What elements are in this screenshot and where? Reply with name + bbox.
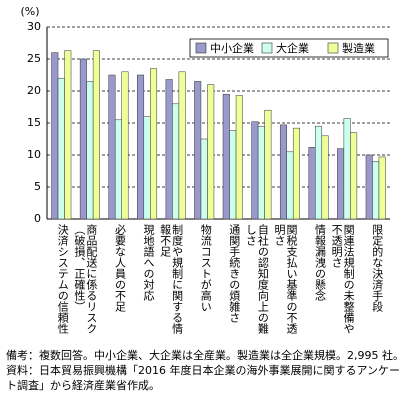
legend-label: 中小企業 [210,41,254,55]
bar [343,118,351,220]
y-tick-label: 5 [34,180,41,193]
y-tick-label: 30 [27,20,41,33]
bar [165,79,173,220]
note: 資料：日本貿易振興機構「2016 年度日本企業の海外事業展開に関するアンケート調… [6,364,401,392]
bar [292,127,300,220]
bar [308,147,316,220]
bar [57,77,65,220]
bar [229,130,237,220]
legend-box [189,38,389,58]
bar [222,93,230,220]
x-tick-label: 関連法規制の未整備や不透明さ [330,224,356,334]
bar [172,103,180,220]
x-tick-label: 情報漏洩の懸念 [313,224,327,301]
bar [121,71,129,220]
x-tick-label: 通関手続きの煩雑さ [227,224,241,323]
bar [321,135,329,220]
y-tick-label: 15 [27,116,41,129]
bar [51,52,59,220]
bar [365,154,373,220]
legend-label: 製造業 [342,41,375,55]
bar [257,125,265,220]
bar [150,68,158,220]
bar [378,156,386,220]
x-tick-label: 現地語への対応 [142,224,156,301]
bar [178,71,186,220]
bar [86,81,94,220]
bar [235,95,243,220]
y-tick-label: 25 [27,52,41,65]
bar [194,81,202,220]
bar [251,121,259,220]
y-tick-label: 10 [27,148,41,161]
x-tick-label: 商品配送に係るリスク（破損、正確性） [72,224,98,334]
bar [143,116,151,220]
x-tick-label: 関税支払い基準の不透明さ [272,224,298,334]
legend-swatch [327,42,339,54]
bar [64,50,72,220]
x-tick-label: 必要な人員の不足 [113,224,127,312]
bar [108,74,116,220]
bar [79,58,87,220]
x-tick-label: 物流コストが高い [199,224,213,312]
x-tick-label: 決済システムの信頼性 [56,224,70,334]
bar [207,84,215,220]
bar [279,124,287,220]
bar [337,148,345,220]
bar [264,109,272,220]
bar [372,161,380,220]
bar [315,125,323,220]
note: 備考：複数回答。中小企業、大企業は全産業。製造業は全企業規模。2,995 社。 [6,349,404,362]
legend-swatch [261,42,273,54]
y-tick-label: 0 [34,212,41,225]
x-tick-label: 自社の認知度向上の難しさ [244,224,270,334]
legend-label: 大企業 [276,41,309,55]
x-tick-label: 限定的な決済手段 [370,224,384,312]
bar [114,119,122,220]
bar [200,138,208,220]
y-axis-label: (%) [20,5,39,18]
bar [137,74,145,220]
bar [92,50,100,220]
y-tick-label: 20 [27,84,41,97]
legend-swatch [195,42,207,54]
x-tick-label: 制度や規制に関する情報不足 [158,224,184,334]
bar [286,151,294,220]
bar [350,132,358,220]
